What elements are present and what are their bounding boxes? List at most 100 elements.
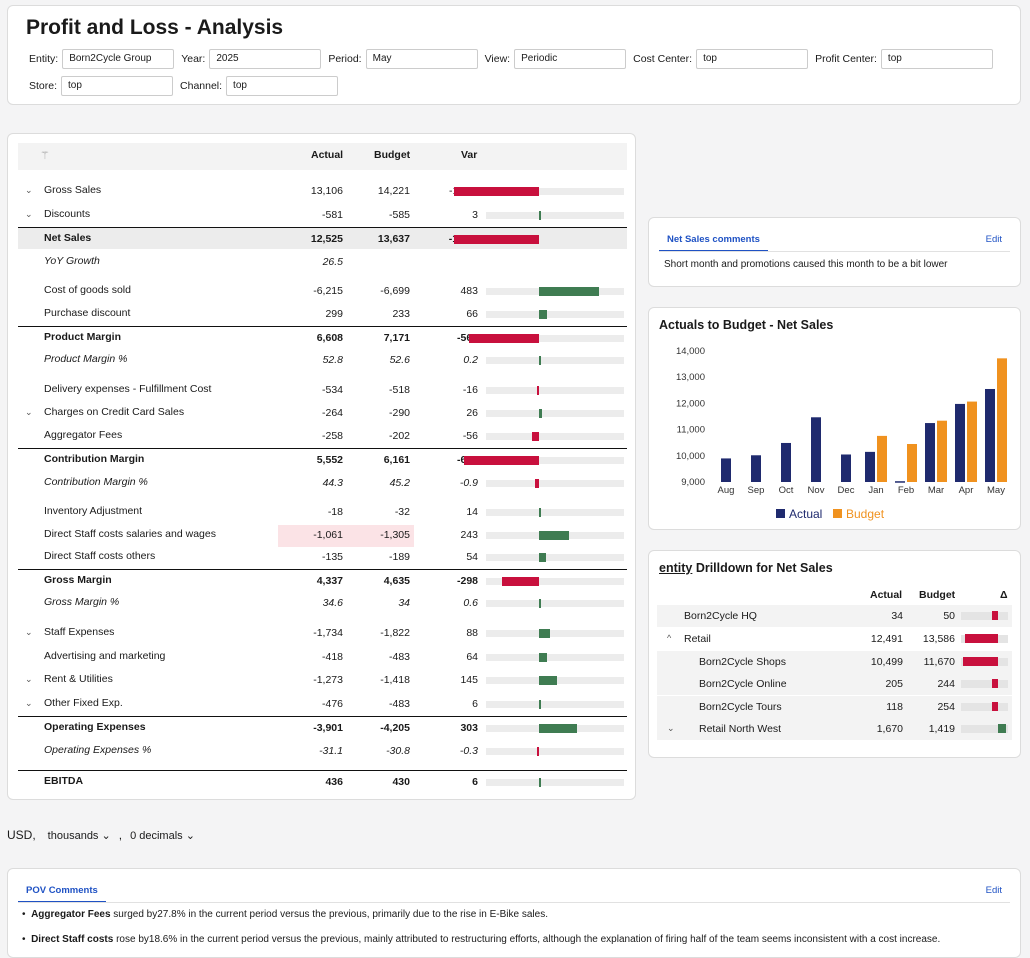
filter-cost-center-input[interactable]: top: [696, 49, 809, 69]
pl-row[interactable]: ⌄ Discounts -581 -585 3: [18, 204, 627, 226]
actual-value: 44.3: [322, 477, 343, 489]
drilldown-row[interactable]: Born2Cycle HQ 34 50: [657, 605, 1012, 627]
delta-bar: [998, 724, 1006, 733]
pl-row[interactable]: Product Margin 6,608 7,171 -563: [18, 326, 627, 348]
pl-row[interactable]: Aggregator Fees -258 -202 -56: [18, 425, 627, 447]
pl-row[interactable]: Contribution Margin % 44.3 45.2 -0.9: [18, 472, 627, 494]
pl-row[interactable]: ⌄ Staff Expenses -1,734 -1,822 88: [18, 622, 627, 644]
filter-bar: Entity: Born2Cycle Group Year: 2025 Period: M…: [29, 49, 1019, 96]
pl-row[interactable]: Gross Margin % 34.6 34 0.6: [18, 592, 627, 614]
pl-row[interactable]: YoY Growth 26.5: [18, 251, 627, 273]
drill-actual: 118: [886, 701, 903, 713]
drilldown-row[interactable]: Born2Cycle Tours 118 254: [657, 696, 1012, 718]
row-label: Rent & Utilities: [44, 673, 113, 685]
drilldown-row[interactable]: Born2Cycle Shops 10,499 11,670: [657, 651, 1012, 673]
filter-store-input[interactable]: top: [61, 76, 174, 96]
drill-row-label: Born2Cycle Tours: [699, 701, 782, 713]
drill-row-label: Retail: [684, 633, 711, 645]
chevron-down-icon[interactable]: ⌄: [25, 407, 33, 417]
filter-label: Period:: [328, 53, 362, 65]
edit-comments-link[interactable]: Edit: [985, 234, 1002, 245]
x-tick-label: Jan: [868, 485, 883, 496]
budget-value: 7,171: [383, 332, 410, 344]
pl-row[interactable]: Inventory Adjustment -18 -32 14: [18, 501, 627, 523]
filter-view-input[interactable]: Periodic: [514, 49, 627, 69]
pl-row[interactable]: Gross Margin 4,337 4,635 -298: [18, 569, 627, 591]
budget-value: 34: [398, 597, 410, 609]
variance-value: 88: [466, 627, 478, 639]
edit-pov-link[interactable]: Edit: [985, 885, 1002, 896]
pl-row[interactable]: EBITDA 436 430 6: [18, 770, 627, 792]
variance-track: [486, 335, 624, 342]
chevron-up-icon[interactable]: ^: [667, 633, 672, 643]
filter-label: Year:: [181, 53, 206, 65]
drilldown-row[interactable]: ^ Retail 12,491 13,586: [657, 628, 1012, 650]
chevron-down-icon[interactable]: ⌄: [25, 209, 33, 219]
chevron-down-icon[interactable]: ⌄: [667, 723, 675, 733]
y-tick-label: 10,000: [676, 451, 705, 462]
filter-entity-input[interactable]: Born2Cycle Group: [62, 49, 175, 69]
drilldown-row[interactable]: Born2Cycle Online 205 244: [657, 673, 1012, 695]
legend-swatch-budget: [833, 509, 842, 518]
pov-comments-tab[interactable]: POV Comments: [18, 879, 106, 903]
filter-profit-center-input[interactable]: top: [880, 49, 993, 69]
decimals-dropdown[interactable]: 0 decimals ⌄: [130, 829, 195, 842]
pl-row[interactable]: ⌄ Other Fixed Exp. -476 -483 6: [18, 693, 627, 715]
pl-table-header: ⚚ Actual Budget Var: [18, 143, 627, 170]
pl-row[interactable]: Purchase discount 299 233 66: [18, 303, 627, 325]
actual-value: -18: [327, 506, 343, 518]
budget-value: 233: [392, 308, 410, 320]
row-label: Gross Margin: [44, 574, 112, 586]
chevron-down-icon[interactable]: ⌄: [25, 698, 33, 708]
variance-track: [486, 701, 624, 708]
row-label: Net Sales: [44, 232, 92, 244]
units-selector: USD, thousands ⌄ , 0 decimals ⌄: [7, 828, 195, 842]
actual-value: -1,734: [313, 627, 343, 639]
pl-row[interactable]: Direct Staff costs others -135 -189 54: [18, 546, 627, 568]
budget-value: -290: [388, 407, 410, 419]
net-sales-comments-tab[interactable]: Net Sales comments: [659, 228, 768, 252]
filter-year-input[interactable]: 2025: [209, 49, 322, 69]
pl-row[interactable]: Advertising and marketing -418 -483 64: [18, 646, 627, 668]
pl-row[interactable]: Direct Staff costs salaries and wages -1,…: [18, 524, 627, 547]
pov-comments-card: POV Comments Edit • Aggregator Fees surg…: [7, 868, 1021, 958]
variance-bar: [539, 531, 570, 540]
chevron-down-icon[interactable]: ⌄: [25, 627, 33, 637]
row-label: Direct Staff costs salaries and wages: [44, 528, 216, 540]
chevron-down-icon[interactable]: ⌄: [25, 674, 33, 684]
chevron-down-icon[interactable]: ⌄: [25, 185, 33, 195]
pl-row[interactable]: Cost of goods sold -6,215 -6,699 483: [18, 280, 627, 302]
magic-wand-icon[interactable]: ⚚: [40, 150, 50, 162]
drilldown-dimension-link[interactable]: entity: [659, 561, 693, 575]
pl-row[interactable]: ⌄ Charges on Credit Card Sales -264 -290 26: [18, 402, 627, 424]
tab-divider: [18, 902, 1010, 903]
pov-item-subject: Aggregator Fees: [31, 909, 111, 920]
variance-track: [486, 509, 624, 516]
variance-track: [486, 236, 624, 243]
y-tick-label: 14,000: [676, 346, 705, 357]
filter-period-input[interactable]: May: [365, 49, 478, 69]
drilldown-header: Actual Budget Δ: [657, 584, 1012, 604]
pl-row[interactable]: Product Margin % 52.8 52.6 0.2: [18, 349, 627, 371]
filter-channel-input[interactable]: top: [226, 76, 339, 96]
row-label: EBITDA: [44, 775, 84, 787]
pl-row[interactable]: Operating Expenses -3,901 -4,205 303: [18, 716, 627, 738]
actual-value: -534: [321, 384, 343, 396]
filter-store: Store: top: [29, 76, 174, 96]
row-label: Charges on Credit Card Sales: [44, 406, 185, 418]
drill-header-budget: Budget: [919, 589, 956, 601]
pl-row[interactable]: ⌄ Rent & Utilities -1,273 -1,418 145: [18, 669, 627, 691]
pl-row[interactable]: Delivery expenses - Fulfillment Cost -534…: [18, 379, 627, 401]
drilldown-title-rest: Drilldown for Net Sales: [692, 561, 833, 575]
x-tick-label: Aug: [718, 485, 735, 496]
variance-track: [486, 600, 624, 607]
actual-value: -258: [321, 430, 343, 442]
pl-row[interactable]: Operating Expenses % -31.1 -30.8 -0.3: [18, 740, 627, 762]
scale-dropdown[interactable]: thousands ⌄: [48, 829, 111, 842]
variance-track: [486, 578, 624, 585]
filter-channel: Channel: top: [180, 76, 339, 96]
drilldown-row[interactable]: ⌄ Retail North West 1,670 1,419: [657, 718, 1012, 740]
